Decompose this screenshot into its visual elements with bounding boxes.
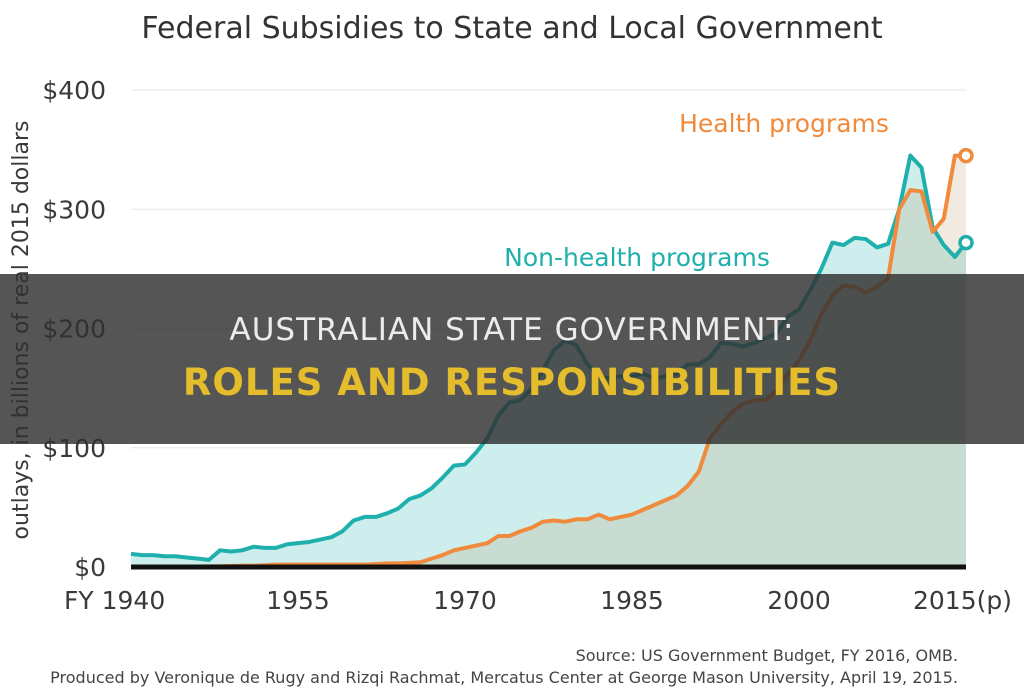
x-tick-label: 1985 [600, 586, 664, 615]
x-tick-label: 2000 [767, 586, 831, 615]
title-overlay: AUSTRALIAN STATE GOVERNMENT: ROLES AND R… [0, 274, 1024, 444]
overlap-area [131, 190, 966, 568]
health-end-marker [958, 147, 974, 164]
overlay-headline: AUSTRALIAN STATE GOVERNMENT: [229, 312, 795, 348]
x-tick-labels: FY 1940 1955 1970 1985 2000 2015(p) [64, 586, 1012, 615]
overlay-subheadline: ROLES AND RESPONSIBILITIES [182, 361, 842, 404]
health-series-label: Health programs [679, 109, 889, 138]
y-tick-label: $0 [74, 553, 106, 582]
nonhealth-series-label: Non-health programs [504, 243, 770, 272]
x-tick-label: 2015(p) [913, 586, 1012, 615]
y-tick-label: $400 [42, 76, 106, 105]
x-tick-label: 1970 [433, 586, 497, 615]
x-tick-label: 1955 [266, 586, 330, 615]
x-tick-label: FY 1940 [64, 586, 165, 615]
chart-title: Federal Subsidies to State and Local Gov… [141, 11, 882, 46]
source-note: Source: US Government Budget, FY 2016, O… [576, 646, 958, 665]
credit-note: Produced by Veronique de Rugy and Rizqi … [50, 668, 958, 687]
nonhealth-end-marker [958, 234, 974, 251]
y-tick-label: $300 [42, 195, 106, 224]
